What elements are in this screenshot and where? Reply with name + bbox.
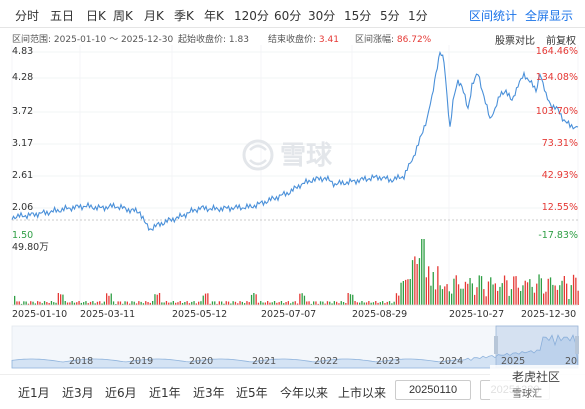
range-1m[interactable]: 近1月 [18,386,50,400]
tab-120min[interactable]: 120分 [234,9,269,23]
range-ytd[interactable]: 今年以来 [280,386,329,400]
tab-60min[interactable]: 60分 [274,9,302,23]
overview-year-2: 2020 [189,356,214,367]
overview-year-8: 20 [565,356,578,367]
overview-year-3: 2021 [252,356,277,367]
x-label-1: 2025-03-11 [80,309,136,320]
range-info-bar: 区间范围: 2025-01-10 ～ 2025-12-30 起始收盘价: 1.8… [0,29,585,47]
tab-1min[interactable]: 1分 [408,9,428,23]
period-tabs: 分时 五日 日K 周K 月K 季K 年K 120分 60分 30分 15分 5分… [0,0,585,28]
range-value: 2025-01-10 ～ 2025-12-30 [53,35,174,45]
tab-daily-k[interactable]: 日K [86,9,106,23]
adjust-select[interactable]: 前复权 [546,36,576,47]
y-left-0: 4.83 [12,46,34,57]
overview-selection[interactable] [495,325,579,369]
y-left-1: 4.28 [12,72,34,83]
overview-handle-left[interactable] [494,336,498,354]
overview-year-0: 2018 [69,356,94,367]
price-line [11,50,579,232]
range-5y[interactable]: 近5年 [236,386,268,400]
tab-yearly-k[interactable]: 年K [204,9,224,23]
xueqiu-watermark: 雪球 [242,139,333,171]
y-right-3: 73.31% [541,138,578,149]
y-right-2: 103.70% [535,106,578,117]
tab-monthly-k[interactable]: 月K [144,9,164,23]
y-left-5: 2.06 [12,202,34,213]
y-right-5: 12.55% [541,202,578,213]
x-label-4: 2025-08-29 [352,309,408,320]
range-stats-link[interactable]: 区间统计 [469,9,518,23]
watermark-text: 雪球 [280,141,333,171]
range-change-value: 86.72% [396,35,432,45]
x-label-6: 2025-12-30 [521,309,577,320]
end-close-value: 3.41 [318,35,339,45]
overview-year-4: 2022 [314,356,339,367]
y-left-4: 2.61 [12,170,34,181]
badge-sub: 雪球汇 [512,389,542,400]
y-left-3: 3.17 [12,138,34,149]
end-close: 结束收盘价: 3.41 [268,35,339,45]
tab-15min[interactable]: 15分 [344,9,372,23]
y-right-4: 42.93% [541,170,578,181]
overview-area [11,334,579,369]
overview-year-1: 2019 [129,356,154,367]
range-3y[interactable]: 近3年 [193,386,225,400]
x-label-2: 2025-05-12 [172,309,228,320]
stock-compare-button[interactable]: 股票对比 [495,36,535,47]
range-change: 区间涨幅: 86.72% [355,35,432,45]
volume-max-label: 49.80万 [12,242,49,253]
x-label-0: 2025-01-10 [12,309,68,320]
y-left-6: 1.50 [12,230,34,241]
fullscreen-link[interactable]: 全屏显示 [525,9,574,23]
volume-bars [14,239,579,305]
overview-handle-right[interactable] [575,336,579,354]
tab-intraday[interactable]: 分时 [15,9,40,23]
tab-weekly-k[interactable]: 周K [113,9,133,23]
start-close-value: 1.83 [228,35,249,45]
range-3m[interactable]: 近3月 [62,386,94,400]
x-label-3: 2025-07-07 [261,309,317,320]
y-right-6: -17.83% [538,230,578,241]
tab-quarterly-k[interactable]: 季K [174,9,194,23]
community-badge [490,365,585,409]
watermark-logo-icon [242,139,274,171]
range-label: 区间范围: 2025-01-10 ～ 2025-12-30 [12,35,174,45]
overview-year-6: 2024 [439,356,464,367]
x-label-5: 2025-10-27 [449,309,505,320]
overview-year-5: 2023 [376,356,401,367]
range-6m[interactable]: 近6月 [105,386,137,400]
tab-five-day[interactable]: 五日 [50,9,75,23]
overview-navigator [11,325,579,369]
tab-5min[interactable]: 5分 [380,9,400,23]
overview-year-7: 2025 [501,356,526,367]
y-right-1: 134.08% [535,72,578,83]
range-since-listing[interactable]: 上市以来 [338,386,387,400]
badge-name: 老虎社区 [512,370,561,384]
date-from-input[interactable] [395,380,471,400]
tab-30min[interactable]: 30分 [308,9,336,23]
y-left-2: 3.72 [12,106,34,117]
grid-lines [11,45,579,305]
y-right-0: 164.46% [535,46,578,57]
range-1y[interactable]: 近1年 [149,386,181,400]
start-close: 起始收盘价: 1.83 [178,35,249,45]
